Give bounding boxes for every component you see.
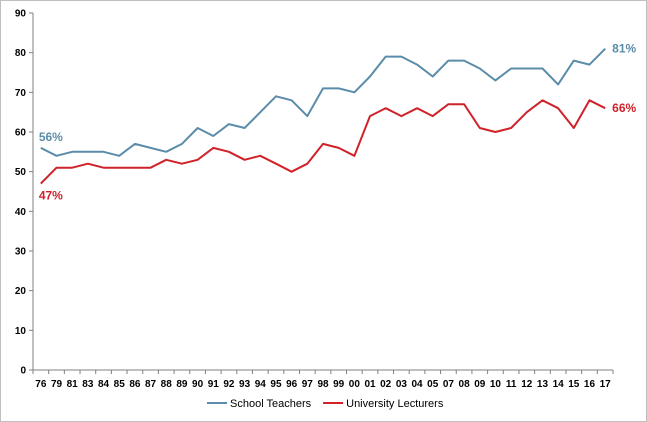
- y-tick-label: 60: [15, 128, 27, 139]
- x-tick-label: 99: [333, 379, 345, 390]
- x-tick-label: 91: [208, 379, 220, 390]
- x-tick-label: 11: [506, 379, 517, 390]
- x-tick-label: 15: [568, 379, 580, 390]
- x-tick-label: 17: [600, 379, 612, 390]
- x-tick-label: 14: [553, 379, 565, 390]
- x-axis-ticks: 76 79 81 83 84 85 86 87 88 89 90 91 92 93 94 95 96 97 98 99…: [32, 370, 614, 390]
- x-tick-label: 03: [396, 379, 408, 390]
- x-tick-label: 02: [380, 379, 392, 390]
- x-tick-label: 97: [302, 379, 314, 390]
- series-line-university-lecturers: [40, 99, 606, 185]
- x-tick-label: 79: [51, 379, 63, 390]
- data-labels: 56% 81% 47% 66%: [39, 42, 637, 203]
- data-label-end: 66%: [612, 101, 636, 115]
- x-tick-label: 10: [490, 379, 502, 390]
- x-tick-label: 94: [255, 379, 267, 390]
- x-tick-label: 16: [584, 379, 596, 390]
- x-tick-label: 09: [474, 379, 486, 390]
- x-tick-label: 92: [223, 379, 235, 390]
- data-label-start: 47%: [39, 189, 63, 203]
- x-tick-label: 86: [129, 379, 141, 390]
- y-tick-label: 50: [15, 167, 27, 178]
- x-tick-label: 84: [98, 379, 110, 390]
- x-tick-label: 83: [82, 379, 94, 390]
- data-label-start: 56%: [39, 130, 63, 144]
- x-tick-label: 93: [239, 379, 251, 390]
- y-tick-label: 80: [15, 48, 27, 59]
- y-tick-label: 70: [15, 88, 27, 99]
- series-lines: [40, 47, 606, 185]
- legend-label: University Lecturers: [346, 398, 444, 410]
- x-tick-label: 04: [411, 379, 423, 390]
- x-tick-label: 90: [192, 379, 204, 390]
- x-tick-label: 85: [114, 379, 126, 390]
- x-tick-label: 88: [161, 379, 173, 390]
- y-tick-label: 90: [15, 9, 27, 20]
- y-tick-label: 20: [15, 286, 27, 297]
- y-tick-label: 40: [15, 207, 27, 218]
- x-tick-label: 12: [521, 379, 533, 390]
- x-tick-label: 96: [286, 379, 298, 390]
- x-tick-label: 13: [537, 379, 549, 390]
- y-tick-label: 10: [15, 326, 27, 337]
- series-line-school-teachers: [40, 47, 606, 157]
- legend-label: School Teachers: [230, 398, 312, 410]
- y-tick-label: 0: [20, 366, 26, 377]
- legend: School Teachers University Lecturers: [207, 398, 444, 410]
- x-tick-label: 76: [35, 379, 47, 390]
- x-tick-label: 89: [176, 379, 188, 390]
- x-tick-label: 08: [459, 379, 471, 390]
- x-tick-label: 98: [317, 379, 329, 390]
- data-label-end: 81%: [612, 42, 636, 56]
- x-tick-label: 05: [427, 379, 439, 390]
- y-axis-ticks: 0 10 20 30 40 50 60 70 80 90: [15, 9, 33, 377]
- x-tick-label: 81: [67, 379, 79, 390]
- x-tick-label: 07: [443, 379, 455, 390]
- x-tick-label: 87: [145, 379, 157, 390]
- x-tick-label: 95: [270, 379, 282, 390]
- x-tick-label: 00: [349, 379, 361, 390]
- x-tick-label: 01: [364, 379, 376, 390]
- y-tick-label: 30: [15, 247, 27, 258]
